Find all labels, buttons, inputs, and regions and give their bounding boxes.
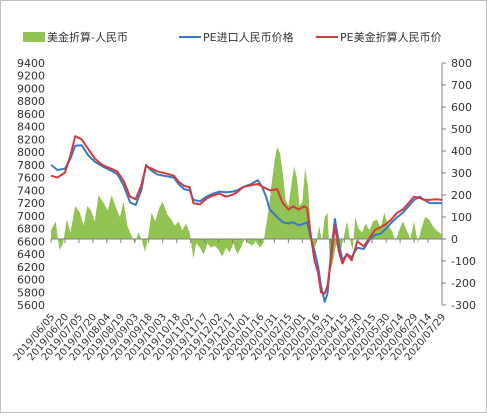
left-tick-label: 7200 [17, 197, 45, 210]
right-tick-label: 200 [451, 189, 472, 202]
left-tick-label: 8200 [17, 133, 45, 146]
left-tick-label: 7000 [17, 210, 45, 223]
legend-label-us: PE美金折算人民币价 [340, 30, 442, 44]
right-tick-label: -100 [451, 255, 476, 268]
left-tick-label: 6000 [17, 274, 45, 287]
legend-label-premium: 美金折算-人民币 [47, 30, 128, 44]
left-tick-label: 6400 [17, 248, 45, 261]
left-tick-label: 9000 [17, 82, 45, 95]
right-tick-label: 500 [451, 123, 472, 136]
left-tick-label: 7800 [17, 159, 45, 172]
left-tick-label: 6600 [17, 235, 45, 248]
left-tick-label: 9200 [17, 70, 45, 83]
right-tick-label: -300 [451, 299, 476, 312]
left-tick-label: 7600 [17, 172, 45, 185]
left-tick-label: 8400 [17, 121, 45, 134]
right-tick-label: 700 [451, 79, 472, 92]
right-tick-label: 600 [451, 101, 472, 114]
left-tick-label: 9400 [17, 57, 45, 70]
left-axis: 9400920090008800860084008200800078007600… [17, 57, 45, 312]
right-tick-label: 0 [451, 233, 458, 246]
right-tick-label: -200 [451, 277, 476, 290]
series-area-premium [51, 146, 442, 272]
legend: 美金折算-人民币 PE进口人民币价格 PE美金折算人民币价 [23, 30, 442, 44]
left-tick-label: 5600 [17, 299, 45, 312]
left-tick-label: 8000 [17, 146, 45, 159]
right-tick-label: 100 [451, 211, 472, 224]
legend-label-import: PE进口人民币价格 [203, 30, 294, 44]
right-tick-label: 800 [451, 57, 472, 70]
left-tick-label: 8600 [17, 108, 45, 121]
left-tick-label: 5800 [17, 286, 45, 299]
left-tick-label: 6800 [17, 223, 45, 236]
right-tick-label: 400 [451, 145, 472, 158]
left-tick-label: 6200 [17, 261, 45, 274]
right-axis: 800 700 600 500 400 300 200 100 0 -100 -200 -300 [441, 57, 476, 312]
series-line-import [50, 144, 442, 303]
left-tick-label: 8800 [17, 95, 45, 108]
series-line-us [50, 135, 443, 295]
x-axis: 2019/06/052019/06/202019/07/052019/07/20… [12, 312, 448, 363]
zero-axis [50, 238, 443, 243]
area-series [51, 146, 442, 272]
line-series [50, 135, 443, 303]
right-tick-label: 300 [451, 167, 472, 180]
legend-swatch-premium [23, 32, 45, 42]
left-tick-label: 7400 [17, 184, 45, 197]
